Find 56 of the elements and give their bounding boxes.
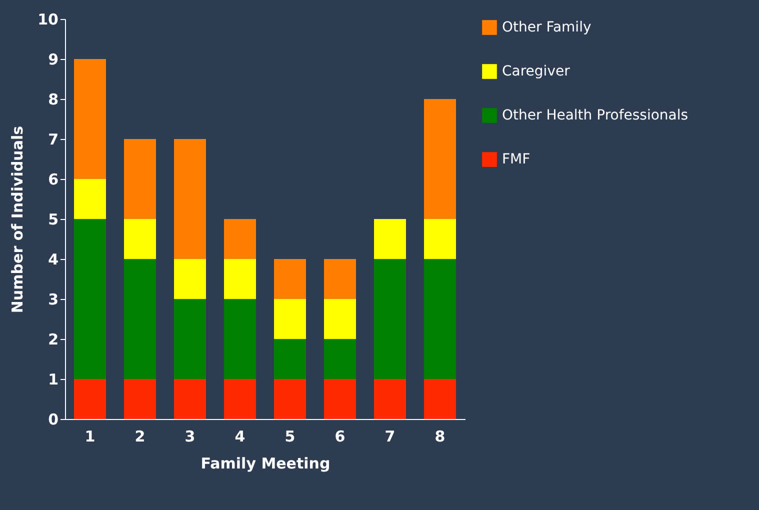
y-tick-label: 4 [48,250,58,268]
x-tick-label: 7 [384,428,396,446]
legend-label: Other Health Professionals [502,108,688,124]
bar [224,299,256,379]
bar [174,259,206,299]
bar [324,379,356,419]
y-tick-label: 6 [48,170,58,188]
bar [124,259,156,379]
bar [124,139,156,219]
x-tick-label: 3 [184,428,196,446]
x-tick-label: 8 [434,428,446,446]
bar [74,179,106,219]
bar [374,379,406,419]
bar [324,299,356,339]
bar [424,219,456,259]
bar [74,219,106,379]
y-tick-label: 1 [48,370,58,388]
y-tick-label: 3 [48,290,58,308]
legend-label: FMF [502,152,530,168]
legend-label: Other Family [502,20,592,36]
bar [374,259,406,379]
bar [324,339,356,379]
bar [224,379,256,419]
y-tick-label: 8 [48,90,58,108]
bar [124,219,156,259]
y-tick-label: 9 [48,50,58,68]
bar [274,339,306,379]
bar [424,99,456,219]
x-axis-title: Family Meeting [200,454,330,472]
bar [424,259,456,379]
y-tick-label: 5 [48,210,58,228]
bar [174,299,206,379]
bar [274,299,306,339]
bar [74,379,106,419]
bar [174,139,206,259]
legend-label: Caregiver [502,64,570,80]
x-tick-label: 5 [284,428,296,446]
x-tick-label: 2 [134,428,146,446]
x-tick-label: 6 [334,428,346,446]
bar [124,379,156,419]
y-tick-label: 7 [48,130,58,148]
y-tick-label: 10 [38,10,58,28]
y-tick-label: 0 [48,410,58,428]
bar [224,259,256,299]
bar [324,259,356,299]
bar [224,219,256,259]
bar [374,219,406,259]
y-axis-title: Number of Individuals [8,126,27,314]
bar [424,379,456,419]
x-tick-label: 1 [84,428,96,446]
bar [274,259,306,299]
bar [274,379,306,419]
y-tick-label: 2 [48,330,58,348]
bar [74,59,106,179]
x-tick-label: 4 [234,428,246,446]
bar [174,379,206,419]
